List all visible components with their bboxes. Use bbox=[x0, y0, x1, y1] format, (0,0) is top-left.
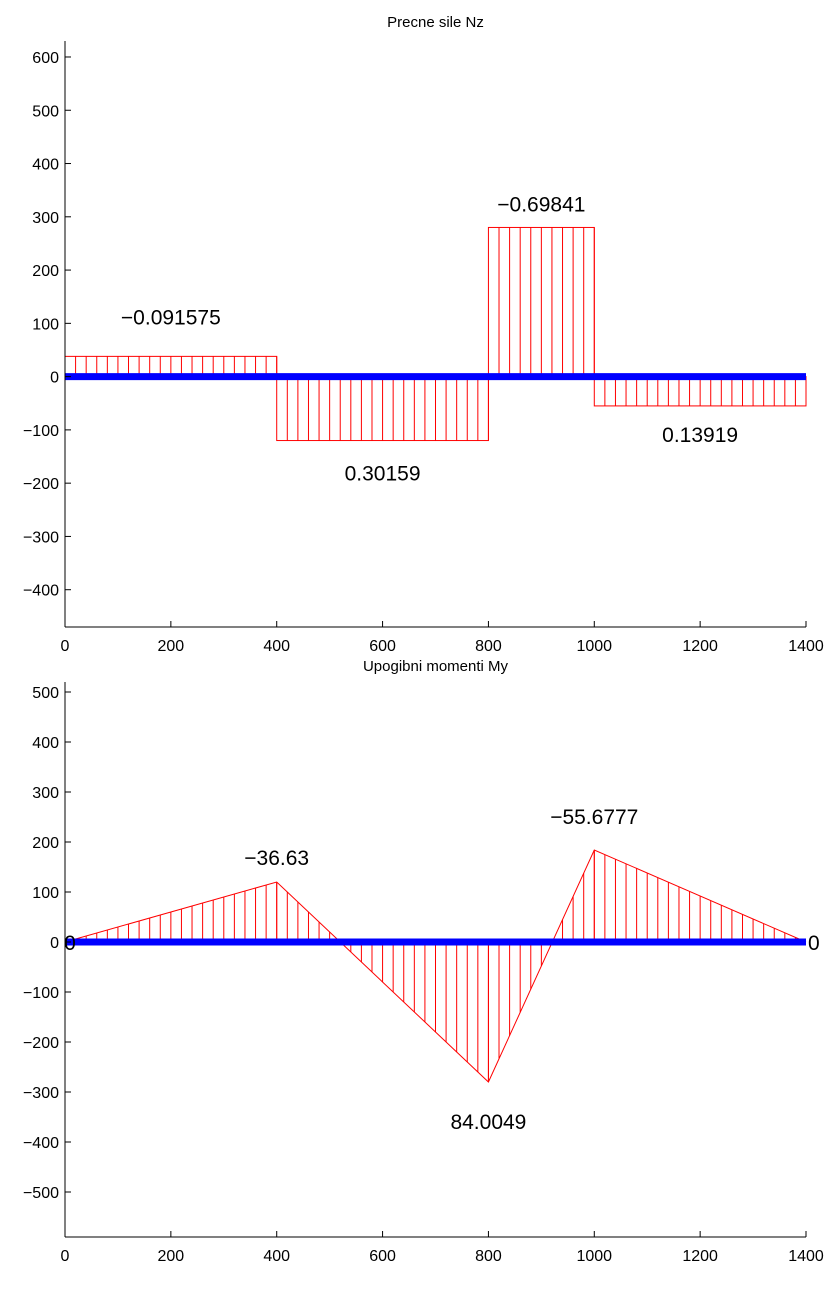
x-tick-label: 0 bbox=[61, 638, 70, 655]
y-tick-label: 300 bbox=[32, 785, 59, 802]
x-tick-label: 200 bbox=[158, 638, 185, 655]
x-tick-labels: 0 200 400 600 800 1000 1200 1400 bbox=[61, 638, 824, 655]
y-tick-labels: −400 −300 −200 −100 0 100 200 300 400 500 600 bbox=[23, 50, 59, 600]
hatch-lines bbox=[75, 850, 796, 1082]
y-tick-label: −200 bbox=[23, 476, 59, 493]
y-tick-label: 200 bbox=[32, 263, 59, 280]
y-tick-label: −500 bbox=[23, 1185, 59, 1202]
segment-label: 0.30159 bbox=[345, 463, 421, 486]
x-tick-label: 400 bbox=[263, 1248, 290, 1265]
x-tick-label: 600 bbox=[369, 638, 396, 655]
segment-label: 0.13919 bbox=[662, 424, 738, 447]
point-label: −55.6777 bbox=[550, 806, 638, 829]
y-tick-label: 300 bbox=[32, 210, 59, 227]
x-tick-label: 800 bbox=[475, 1248, 502, 1265]
y-tick-label: 100 bbox=[32, 885, 59, 902]
x-tick-label: 600 bbox=[369, 1248, 396, 1265]
y-tick-label: −400 bbox=[23, 583, 59, 600]
x-tick-label: 400 bbox=[263, 638, 290, 655]
shear-force-plot: Precne sile Nz −400 −300 −200 −100 0 100 200 30… bbox=[23, 14, 824, 655]
y-tick-label: −300 bbox=[23, 1085, 59, 1102]
y-tick-label: 500 bbox=[32, 103, 59, 120]
x-tick-label: 800 bbox=[475, 638, 502, 655]
bending-moment-plot: Upogibni momenti My −500 −400 −300 −200 −100… bbox=[23, 658, 824, 1265]
axes bbox=[64, 682, 807, 1238]
segment-label: −0.69841 bbox=[497, 193, 585, 216]
point-label: 84.0049 bbox=[450, 1111, 526, 1134]
point-label: −36.63 bbox=[244, 847, 309, 870]
x-tick-label: 1200 bbox=[682, 638, 718, 655]
hatch-lines bbox=[64, 227, 807, 441]
y-tick-label: 200 bbox=[32, 835, 59, 852]
point-label: 0 bbox=[64, 932, 76, 955]
y-tick-label: 0 bbox=[50, 935, 59, 952]
y-tick-label: −100 bbox=[23, 985, 59, 1002]
point-label: 0 bbox=[808, 932, 820, 955]
diagram-outline bbox=[64, 849, 807, 1083]
y-tick-labels: −500 −400 −300 −200 −100 0 100 200 300 400 500 bbox=[23, 685, 59, 1202]
x-tick-label: 1000 bbox=[576, 1248, 612, 1265]
y-tick-label: −400 bbox=[23, 1135, 59, 1152]
y-tick-label: −100 bbox=[23, 423, 59, 440]
y-tick-label: 400 bbox=[32, 735, 59, 752]
y-tick-label: 100 bbox=[32, 316, 59, 333]
x-tick-label: 200 bbox=[158, 1248, 185, 1265]
x-tick-label: 0 bbox=[61, 1248, 70, 1265]
x-tick-label: 1000 bbox=[576, 638, 612, 655]
chart-title: Upogibni momenti My bbox=[363, 658, 509, 675]
y-tick-label: 0 bbox=[50, 370, 59, 387]
x-tick-label: 1400 bbox=[788, 1248, 824, 1265]
y-tick-label: −200 bbox=[23, 1035, 59, 1052]
y-tick-label: −300 bbox=[23, 529, 59, 546]
y-tick-label: 500 bbox=[32, 685, 59, 702]
x-tick-label: 1400 bbox=[788, 638, 824, 655]
data-labels: −0.091575 0.30159 −0.69841 0.13919 bbox=[121, 193, 738, 485]
segment-label: −0.091575 bbox=[121, 306, 221, 329]
x-tick-labels: 0 200 400 600 800 1000 1200 1400 bbox=[61, 1248, 824, 1265]
chart-title: Precne sile Nz bbox=[387, 14, 484, 31]
data-labels: 0 −36.63 84.0049 −55.6777 0 bbox=[64, 806, 820, 1134]
y-tick-label: 600 bbox=[32, 50, 59, 67]
y-tick-label: 400 bbox=[32, 157, 59, 174]
x-tick-label: 1200 bbox=[682, 1248, 718, 1265]
axes bbox=[64, 41, 807, 628]
